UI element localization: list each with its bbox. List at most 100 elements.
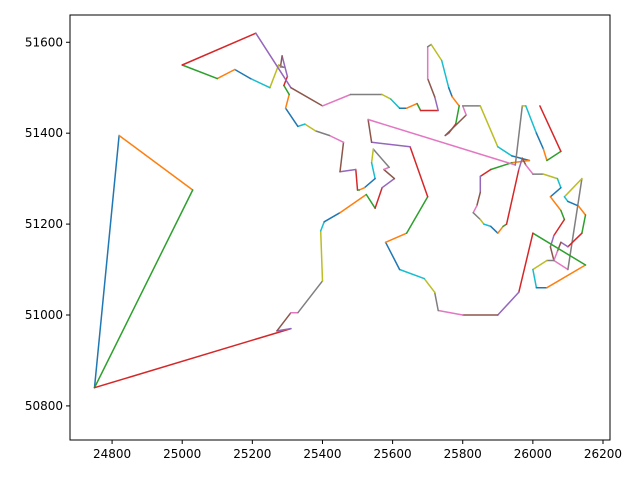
path-segment [563, 196, 569, 203]
path-segment [276, 327, 292, 332]
path-segment [390, 98, 401, 109]
path-segment [451, 96, 460, 107]
path-segment [505, 168, 520, 225]
path-segment [423, 277, 436, 294]
path-segment [581, 214, 587, 234]
path-segment [514, 105, 524, 166]
path-segment [365, 193, 376, 209]
path-segment [363, 177, 376, 189]
path-segment [553, 218, 566, 237]
y-tick-label: 51600 [25, 35, 63, 49]
path-segment [532, 268, 538, 289]
path-segment [497, 146, 513, 157]
path-segment [549, 186, 562, 198]
x-tick-label: 26200 [584, 447, 622, 461]
path-segment [521, 157, 527, 166]
path-segment [255, 32, 292, 89]
path-segment [383, 168, 396, 180]
path-segment [546, 150, 562, 162]
path-segment [93, 327, 292, 389]
x-tick-label: 25000 [163, 447, 201, 461]
path-segment [367, 118, 517, 166]
plot-area [70, 15, 610, 440]
path-segment [370, 141, 411, 148]
x-axis: 24800 25000 25200 25400 25600 25800 26000 26200 [93, 440, 622, 461]
path-segment [556, 241, 562, 253]
path-segment [283, 75, 289, 87]
path-segment [276, 311, 292, 332]
path-segment [490, 225, 499, 234]
path-segment [567, 232, 583, 248]
path-segment [518, 157, 524, 171]
x-tick-label: 24800 [93, 447, 131, 461]
series-layer [93, 32, 587, 389]
path-segment [370, 161, 376, 180]
path-segment [269, 64, 280, 89]
path-segment [472, 211, 482, 221]
path-segment [511, 155, 531, 162]
path-segment [319, 230, 324, 282]
path-segment [437, 309, 464, 316]
y-tick-label: 51200 [25, 217, 63, 231]
x-tick-label: 25600 [374, 447, 412, 461]
path-segment [461, 105, 467, 116]
path-segment [181, 32, 257, 66]
path-segment [249, 77, 271, 89]
path-segment [525, 105, 538, 134]
path-segment [383, 166, 390, 171]
path-segment [93, 189, 194, 389]
path-segment [535, 132, 545, 150]
path-segment [447, 86, 453, 98]
path-segment [444, 114, 467, 137]
path-segment [339, 193, 368, 214]
path-segment [532, 259, 548, 271]
path-segment [118, 134, 194, 191]
path-segment [284, 93, 290, 109]
path-segment [381, 93, 392, 100]
x-tick-label: 25400 [303, 447, 341, 461]
path-segment [339, 141, 345, 173]
path-segment [319, 221, 325, 232]
path-segment [549, 246, 555, 262]
y-axis: 50800 51000 51200 51400 51600 [25, 35, 70, 413]
path-segment [556, 177, 562, 189]
path-segment [181, 64, 219, 80]
path-segment [314, 130, 331, 137]
path-segment [323, 211, 341, 223]
path-segment [384, 241, 401, 271]
path-segment [563, 177, 583, 198]
path-segment [479, 168, 492, 178]
path-segment [549, 196, 562, 212]
path-segment [542, 148, 548, 162]
path-segment [283, 84, 290, 96]
path-segment [405, 196, 429, 234]
path-segment [479, 218, 485, 225]
y-tick-label: 50800 [25, 399, 63, 413]
path-segment [304, 123, 317, 132]
path-segment [553, 259, 569, 271]
x-tick-label: 25800 [444, 447, 482, 461]
path-segment [284, 107, 299, 128]
path-segment [560, 241, 569, 248]
path-segment [381, 177, 396, 189]
path-segment [358, 186, 366, 191]
path-segment [277, 64, 285, 69]
path-segment [367, 118, 373, 144]
x-tick-label: 25200 [233, 447, 271, 461]
path-segment [490, 161, 513, 171]
path-segment [297, 280, 324, 314]
path-segment [539, 105, 562, 153]
path-segment [430, 43, 443, 62]
path-segment [370, 148, 375, 164]
path-segment [290, 86, 324, 107]
path-segment [398, 268, 425, 280]
path-segment [374, 186, 383, 209]
path-segment [518, 232, 534, 294]
path-segment [440, 59, 450, 89]
y-tick-label: 51000 [25, 308, 63, 322]
path-segment [93, 134, 120, 389]
path-segment [216, 68, 236, 80]
path-segment [542, 173, 559, 180]
path-segment [321, 93, 352, 107]
